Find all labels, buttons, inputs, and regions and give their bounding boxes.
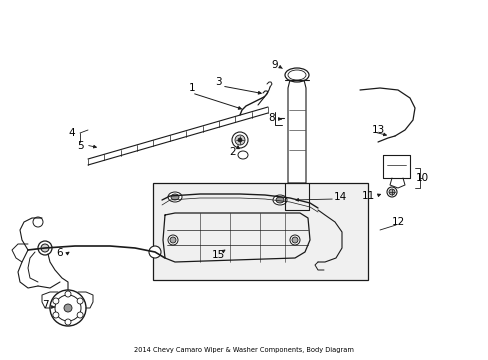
Ellipse shape bbox=[272, 195, 286, 205]
Text: 13: 13 bbox=[370, 125, 384, 135]
Text: 10: 10 bbox=[415, 173, 427, 183]
Ellipse shape bbox=[168, 235, 178, 245]
Ellipse shape bbox=[53, 298, 59, 304]
Ellipse shape bbox=[64, 304, 72, 312]
Text: 7: 7 bbox=[41, 300, 48, 310]
Text: 14: 14 bbox=[333, 192, 346, 202]
Text: 2: 2 bbox=[229, 147, 236, 157]
Text: 2014 Chevy Camaro Wiper & Washer Components, Body Diagram: 2014 Chevy Camaro Wiper & Washer Compone… bbox=[134, 347, 353, 353]
Ellipse shape bbox=[50, 290, 86, 326]
Ellipse shape bbox=[53, 312, 59, 318]
Text: 6: 6 bbox=[57, 248, 63, 258]
Text: 4: 4 bbox=[68, 128, 75, 138]
Text: 3: 3 bbox=[214, 77, 221, 87]
Ellipse shape bbox=[77, 312, 83, 318]
Ellipse shape bbox=[65, 291, 71, 297]
Ellipse shape bbox=[288, 188, 305, 204]
Ellipse shape bbox=[291, 237, 297, 243]
Text: 5: 5 bbox=[77, 141, 83, 151]
Ellipse shape bbox=[231, 132, 247, 148]
Ellipse shape bbox=[289, 235, 299, 245]
Text: 9: 9 bbox=[271, 60, 278, 70]
Ellipse shape bbox=[238, 151, 247, 159]
Ellipse shape bbox=[33, 217, 43, 227]
Ellipse shape bbox=[275, 197, 284, 203]
Ellipse shape bbox=[41, 244, 49, 252]
Bar bbox=[153, 183, 367, 280]
Ellipse shape bbox=[386, 187, 396, 197]
Ellipse shape bbox=[291, 191, 302, 201]
Text: 8: 8 bbox=[268, 113, 275, 123]
Ellipse shape bbox=[149, 246, 161, 258]
Ellipse shape bbox=[238, 138, 242, 142]
Ellipse shape bbox=[388, 189, 394, 195]
Ellipse shape bbox=[235, 135, 244, 145]
Text: 15: 15 bbox=[211, 250, 224, 260]
Ellipse shape bbox=[65, 319, 71, 325]
Text: 1: 1 bbox=[188, 83, 195, 93]
Ellipse shape bbox=[168, 192, 182, 202]
Ellipse shape bbox=[77, 298, 83, 304]
Ellipse shape bbox=[170, 237, 176, 243]
Ellipse shape bbox=[38, 241, 52, 255]
Text: 11: 11 bbox=[361, 191, 374, 201]
Text: 12: 12 bbox=[390, 217, 404, 227]
Ellipse shape bbox=[285, 68, 308, 82]
Ellipse shape bbox=[171, 194, 179, 200]
